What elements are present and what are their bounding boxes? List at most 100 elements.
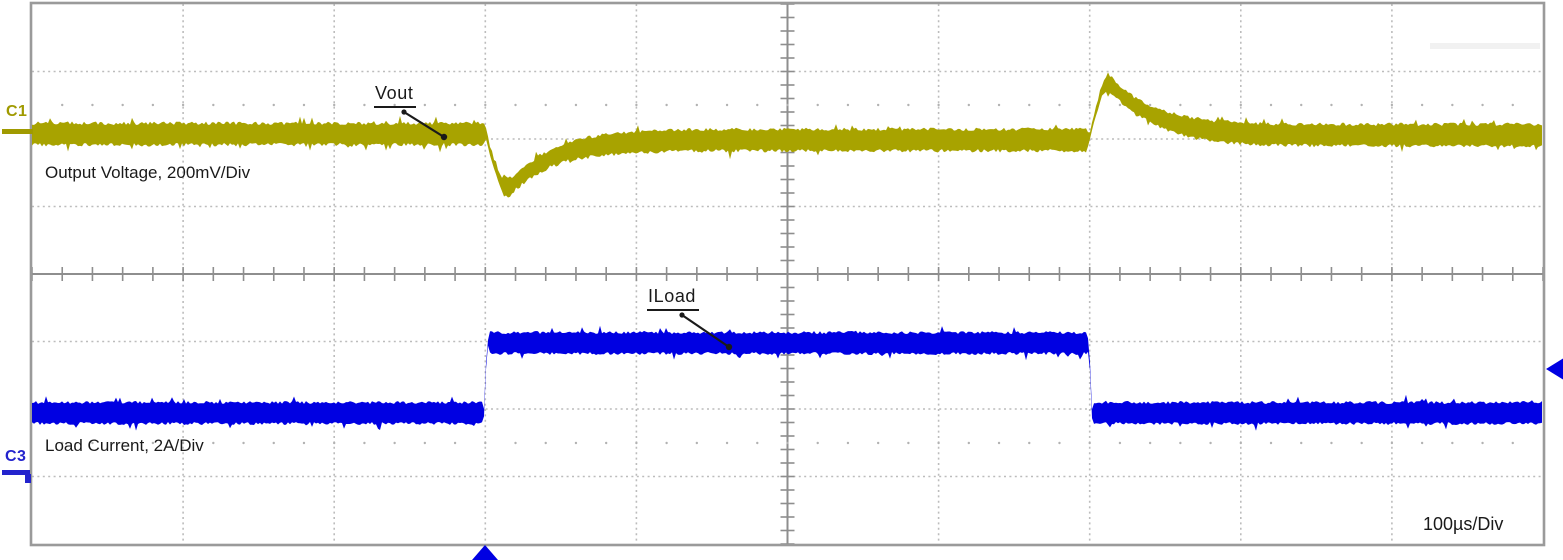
grid-dot — [937, 103, 940, 107]
grid-dot — [393, 103, 396, 107]
grid-dot — [151, 103, 155, 107]
grid-dot — [695, 103, 699, 107]
grid-dot — [1420, 103, 1424, 107]
channel-c1-caption: Output Voltage, 200mV/Div — [45, 163, 251, 182]
grid-dot — [786, 103, 789, 107]
grid-dot — [997, 103, 1001, 107]
grid-dot — [61, 441, 64, 445]
vout-annotation: Vout — [374, 83, 417, 108]
grid-dot — [91, 441, 94, 445]
grid-dot — [665, 103, 668, 107]
grid-dot — [907, 103, 910, 107]
grid-dot — [846, 441, 850, 445]
grid-dot — [302, 441, 306, 445]
channel-c3-label: C3 — [5, 448, 27, 465]
grid-dot — [212, 441, 215, 445]
grid-dot — [484, 441, 487, 445]
grid-dot — [212, 103, 215, 107]
grid-dot — [816, 103, 819, 107]
grid-dot — [1209, 441, 1212, 445]
grid-dot — [1420, 441, 1424, 445]
grid-dot — [695, 441, 699, 445]
grid-dot — [635, 441, 638, 445]
vout-pointer-arrowhead — [440, 133, 448, 141]
timebase-label: 100µs/Div — [1423, 514, 1504, 534]
grid-dot — [121, 441, 124, 445]
iload-pointer-line — [680, 313, 731, 349]
grid-dot — [725, 103, 729, 107]
screen-border — [29, 1, 1546, 547]
grid-dot — [181, 441, 185, 445]
grid-dot — [91, 103, 94, 107]
grid-dot — [1058, 441, 1061, 445]
grid-dot — [1390, 441, 1394, 445]
grid-dot — [1148, 441, 1152, 445]
channel-c1-label: C1 — [6, 103, 28, 120]
c3-position-marker-tab — [25, 474, 31, 483]
grid-dot — [272, 103, 275, 107]
c1-position-marker — [2, 129, 33, 134]
channel-and-trigger-markers — [2, 129, 1563, 560]
grid-dot — [997, 441, 1001, 445]
grid-dot — [756, 103, 759, 107]
c3-position-marker — [2, 470, 30, 475]
grid-dot — [1088, 103, 1091, 107]
grid-dot — [151, 441, 155, 445]
grid-dot — [242, 441, 245, 445]
grid-dot — [1269, 103, 1273, 107]
grid-dot — [1148, 103, 1152, 107]
grid-dot — [544, 441, 547, 445]
grid-dot — [1239, 441, 1243, 445]
iload-annotation: ILoad — [647, 286, 700, 311]
trigger-level-marker-icon — [1546, 358, 1563, 380]
grid-dot — [1511, 441, 1514, 445]
graticule — [29, 1, 1546, 547]
grid-dot — [242, 103, 245, 107]
grid-dot — [121, 103, 124, 107]
channel-c3-caption: Load Current, 2A/Div — [45, 436, 204, 455]
grid-dot — [1088, 441, 1091, 445]
grid-dot — [544, 103, 547, 107]
grid-dot — [1300, 441, 1303, 445]
grid-dot — [1028, 103, 1031, 107]
grid-dot — [302, 103, 306, 107]
grid-dot — [574, 103, 578, 107]
grid-dot — [756, 441, 759, 445]
grid-dot — [786, 441, 789, 445]
grid-dot — [1481, 103, 1484, 107]
iload-pointer-arrowhead — [725, 343, 733, 351]
grid-dot — [61, 103, 64, 107]
grid-dot — [333, 441, 336, 445]
grid-dot — [1511, 103, 1514, 107]
grid-dot — [514, 441, 517, 445]
grid-dot — [1451, 103, 1454, 107]
grid-dot — [272, 441, 275, 445]
grid-dot — [514, 103, 517, 107]
grid-dot — [1239, 103, 1243, 107]
grid-dot — [1118, 103, 1122, 107]
grid-dot — [876, 441, 880, 445]
grid-dot — [907, 441, 910, 445]
grid-dot — [1179, 441, 1182, 445]
grid-dot — [1118, 441, 1122, 445]
grid-dot — [665, 441, 668, 445]
grid-dot — [1269, 441, 1273, 445]
grid-dot — [1360, 103, 1363, 107]
grid-dot — [1330, 441, 1333, 445]
grid-dot — [604, 103, 608, 107]
grid-dot — [876, 103, 880, 107]
traces — [32, 72, 1542, 431]
grid-dot — [1481, 441, 1484, 445]
grid-dot — [1390, 103, 1394, 107]
grid-dot — [333, 103, 336, 107]
grid-dot — [453, 103, 457, 107]
grid-dot — [363, 103, 366, 107]
grid-dot — [484, 103, 487, 107]
grid-dot — [1300, 103, 1303, 107]
grid-dot — [846, 103, 850, 107]
vout-pointer-line — [402, 110, 446, 139]
grid-dot — [1028, 441, 1031, 445]
grid-dot — [393, 441, 396, 445]
grid-dot — [725, 441, 729, 445]
